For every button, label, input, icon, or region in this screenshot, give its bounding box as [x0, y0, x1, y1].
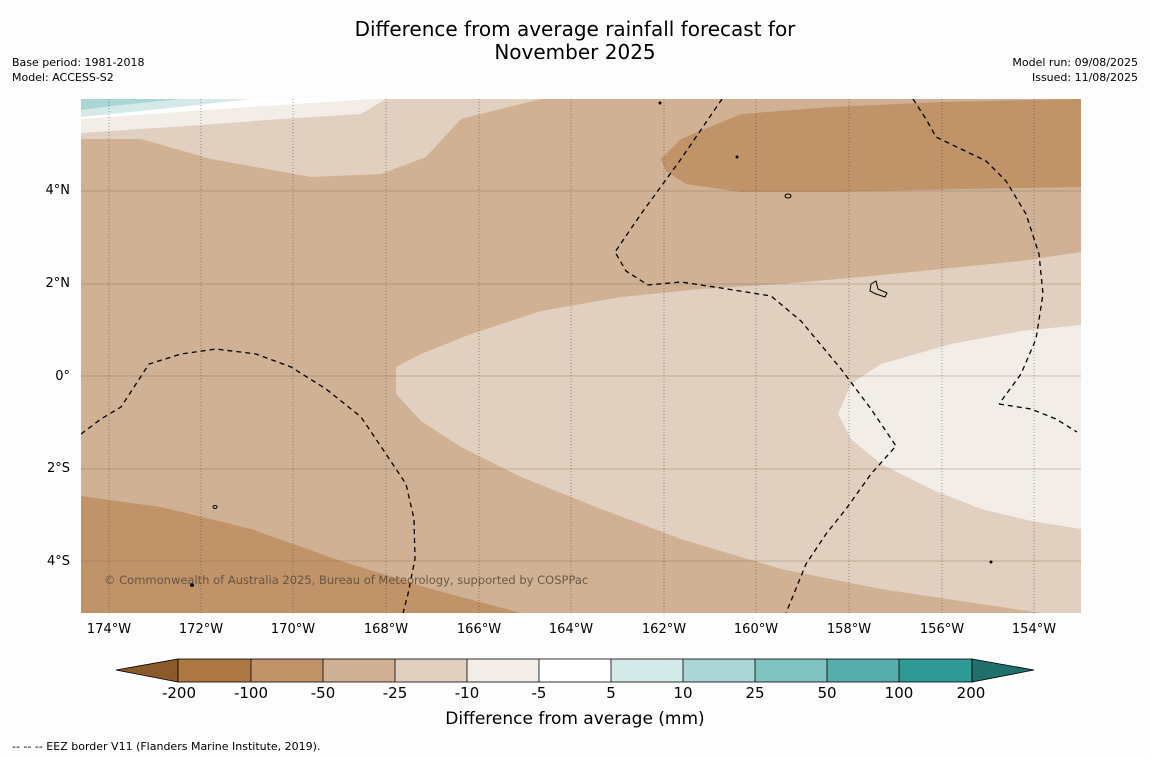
lat-label-4s: 4°S: [46, 554, 70, 569]
cbar-tick-minus25: -25: [382, 684, 408, 702]
cbar-tick-minus200: -200: [161, 684, 197, 702]
lon-label-172w: 172°W: [178, 622, 224, 637]
lon-label-160w: 160°W: [733, 622, 779, 637]
island-2: [869, 280, 888, 298]
island-1: [784, 193, 792, 199]
island-7: [989, 560, 993, 564]
cbar-swatch-50-100: [827, 659, 899, 682]
lon-label-174w: 174°W: [86, 622, 132, 637]
colorbar-swatches: [115, 658, 1035, 683]
eez-border-west: [81, 348, 416, 613]
lon-label-162w: 162°W: [641, 622, 687, 637]
cbar-tick-minus100: -100: [233, 684, 269, 702]
metadata-left: Base period: 1981-2018 Model: ACCESS-S2: [12, 55, 144, 85]
eez-border-kiribati-line-islands: [614, 99, 897, 613]
cbar-tick-10: 10: [673, 684, 693, 702]
eez-border-east: [998, 403, 1078, 433]
rainfall-map: [81, 99, 1081, 613]
latitude-gridlines: [81, 190, 1081, 562]
cbar-tick-100: 100: [884, 684, 914, 702]
lon-label-166w: 166°W: [456, 622, 502, 637]
cbar-tick-minus5: -5: [531, 684, 547, 702]
cbar-swatch-minus5-5: [539, 659, 611, 682]
cbar-swatch-minus200-minus100: [178, 659, 251, 682]
title-line-1: Difference from average rainfall forecas…: [354, 17, 796, 41]
cbar-tick-200: 200: [956, 684, 986, 702]
lat-label-0: 0°: [55, 369, 70, 384]
region-minus100-minus50-northeast: [661, 99, 1081, 192]
cbar-swatch-25-50: [755, 659, 827, 682]
model-run-text: Model run: 09/08/2025: [1012, 56, 1138, 69]
cbar-tick-minus50: -50: [310, 684, 336, 702]
issued-text: Issued: 11/08/2025: [1031, 71, 1138, 84]
map-canvas: [81, 99, 1081, 613]
lon-label-154w: 154°W: [1011, 622, 1057, 637]
lat-label-2n: 2°N: [45, 276, 71, 291]
cbar-tick-5: 5: [606, 684, 616, 702]
cbar-tick-50: 50: [817, 684, 837, 702]
map-title: Difference from average rainfall forecas…: [0, 18, 1150, 64]
region-minus25-minus10-central: [396, 252, 1081, 613]
islands: [190, 101, 993, 587]
cbar-swatch-lt-minus200: [115, 658, 179, 683]
lon-label-164w: 164°W: [548, 622, 594, 637]
cbar-tick-minus10: -10: [454, 684, 480, 702]
cbar-swatch-minus100-minus50: [251, 659, 323, 682]
lat-label-2s: 2°S: [46, 461, 70, 476]
cbar-swatch-gt-200: [971, 658, 1035, 683]
cbar-tick-25: 25: [745, 684, 765, 702]
cbar-swatch-10-25: [683, 659, 755, 682]
colorbar-label: Difference from average (mm): [445, 709, 705, 729]
lon-label-168w: 168°W: [363, 622, 409, 637]
island-6: [658, 101, 662, 105]
colorbar: [114, 658, 1038, 688]
island-4: [190, 583, 194, 587]
lat-label-4n: 4°N: [45, 183, 71, 198]
lon-label-156w: 156°W: [919, 622, 965, 637]
island-3: [212, 505, 218, 509]
region-10-25-north: [81, 99, 181, 110]
island-5: [735, 155, 739, 159]
lon-label-170w: 170°W: [270, 622, 316, 637]
cbar-swatch-minus25-minus10: [395, 659, 467, 682]
model-text: Model: ACCESS-S2: [12, 71, 114, 84]
copyright-notice: © Commonwealth of Australia 2025, Bureau…: [104, 573, 589, 587]
cbar-swatch-100-200: [899, 659, 972, 682]
lon-label-158w: 158°W: [826, 622, 872, 637]
cbar-swatch-minus10-minus5: [467, 659, 539, 682]
cbar-swatch-minus50-minus25: [323, 659, 395, 682]
eez-borders: [81, 99, 1078, 613]
eez-border-northeast: [912, 99, 1044, 405]
cbar-swatch-5-10: [611, 659, 683, 682]
eez-footnote: -- -- -- EEZ border V11 (Flanders Marine…: [12, 740, 321, 753]
metadata-right: Model run: 09/08/2025 Issued: 11/08/2025: [1012, 55, 1138, 85]
title-line-2: November 2025: [494, 40, 656, 64]
base-period-text: Base period: 1981-2018: [12, 56, 145, 69]
